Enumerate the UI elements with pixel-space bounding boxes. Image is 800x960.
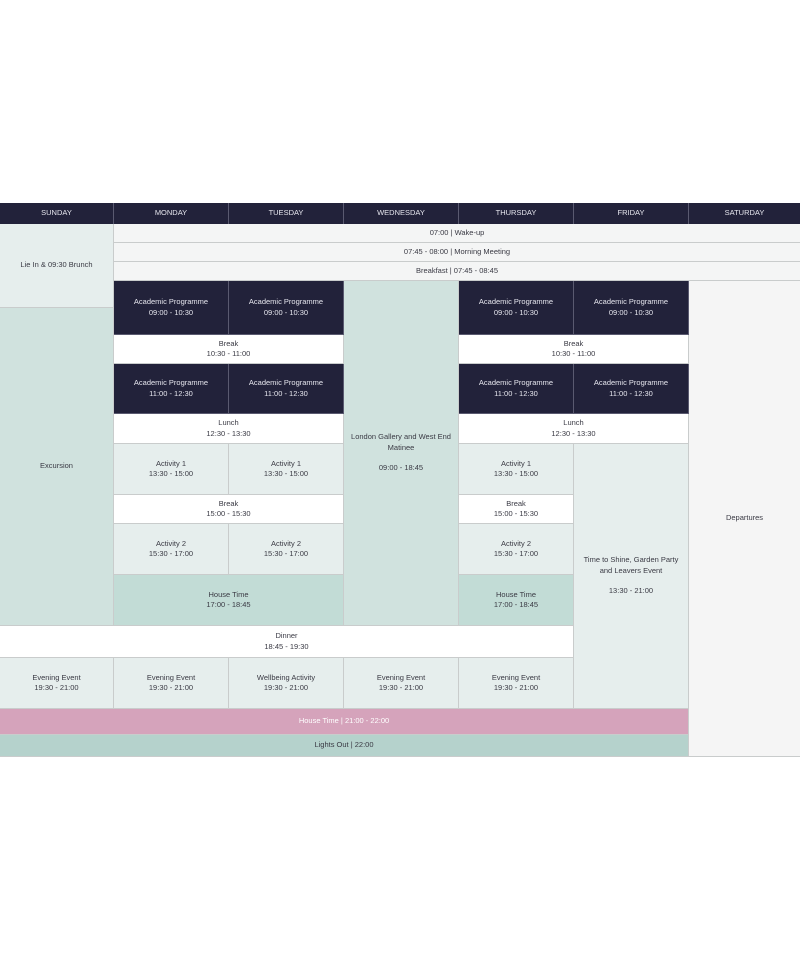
tuesday-activity-1: Activity 1 13:30 - 15:00 [229, 444, 344, 495]
thursday-academic-2: Academic Programme 11:00 - 12:30 [459, 364, 574, 414]
header-sunday: SUNDAY [0, 203, 114, 224]
mon-tue-house-time: House Time 17:00 - 18:45 [114, 575, 344, 626]
mon-tue-break-2: Break 15:00 - 15:30 [114, 495, 344, 524]
header-monday: MONDAY [114, 203, 229, 224]
thursday-break-2: Break 15:00 - 15:30 [459, 495, 574, 524]
friday-academic-1: Academic Programme 09:00 - 10:30 [574, 281, 689, 335]
sunday-lie-in: Lie In & 09:30 Brunch [0, 224, 114, 308]
header-saturday: SATURDAY [689, 203, 800, 224]
sunday-excursion: Excursion [0, 308, 114, 626]
header-wednesday: WEDNESDAY [344, 203, 459, 224]
monday-academic-2: Academic Programme 11:00 - 12:30 [114, 364, 229, 414]
thursday-house-time: House Time 17:00 - 18:45 [459, 575, 574, 626]
sunday-evening-event: Evening Event 19:30 - 21:00 [0, 658, 114, 709]
house-time-night-row: House Time | 21:00 - 22:00 [0, 709, 689, 735]
friday-academic-2: Academic Programme 11:00 - 12:30 [574, 364, 689, 414]
tuesday-activity-2: Activity 2 15:30 - 17:00 [229, 524, 344, 575]
tuesday-academic-1: Academic Programme 09:00 - 10:30 [229, 281, 344, 335]
tuesday-academic-2: Academic Programme 11:00 - 12:30 [229, 364, 344, 414]
lights-out-row: Lights Out | 22:00 [0, 735, 689, 757]
wednesday-trip: London Gallery and West End Matinee 09:00… [344, 281, 459, 626]
header-tuesday: TUESDAY [229, 203, 344, 224]
wakeup-row: 07:00 | Wake-up [114, 224, 800, 243]
monday-academic-1: Academic Programme 09:00 - 10:30 [114, 281, 229, 335]
header-thursday: THURSDAY [459, 203, 574, 224]
morning-meeting-row: 07:45 - 08:00 | Morning Meeting [114, 243, 800, 262]
monday-activity-2: Activity 2 15:30 - 17:00 [114, 524, 229, 575]
monday-evening-event: Evening Event 19:30 - 21:00 [114, 658, 229, 709]
dinner-row: Dinner 18:45 - 19:30 [0, 626, 574, 658]
header-friday: FRIDAY [574, 203, 689, 224]
mon-tue-lunch: Lunch 12:30 - 13:30 [114, 414, 344, 444]
saturday-departures: Departures [689, 281, 800, 757]
breakfast-row: Breakfast | 07:45 - 08:45 [114, 262, 800, 281]
friday-time-to-shine: Time to Shine, Garden Party and Leavers … [574, 444, 689, 709]
monday-activity-1: Activity 1 13:30 - 15:00 [114, 444, 229, 495]
thursday-evening-event: Evening Event 19:30 - 21:00 [459, 658, 574, 709]
thu-fri-break: Break 10:30 - 11:00 [459, 335, 689, 364]
weekly-timetable: SUNDAY MONDAY TUESDAY WEDNESDAY THURSDAY… [0, 203, 800, 757]
thu-fri-lunch: Lunch 12:30 - 13:30 [459, 414, 689, 444]
mon-tue-break: Break 10:30 - 11:00 [114, 335, 344, 364]
thursday-activity-1: Activity 1 13:30 - 15:00 [459, 444, 574, 495]
thursday-academic-1: Academic Programme 09:00 - 10:30 [459, 281, 574, 335]
thursday-activity-2: Activity 2 15:30 - 17:00 [459, 524, 574, 575]
tuesday-wellbeing-activity: Wellbeing Activity 19:30 - 21:00 [229, 658, 344, 709]
wednesday-evening-event: Evening Event 19:30 - 21:00 [344, 658, 459, 709]
